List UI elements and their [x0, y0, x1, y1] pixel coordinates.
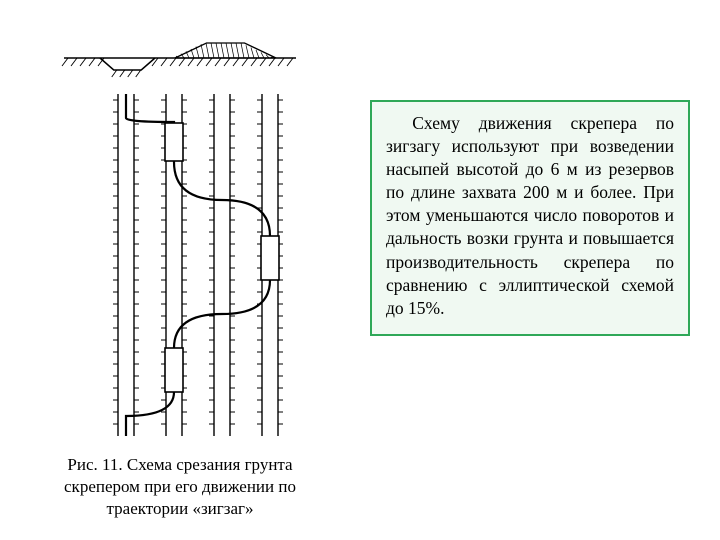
figure-diagram [50, 20, 310, 448]
description-text: Схему движения скрепера по зигзагу испол… [386, 112, 674, 320]
description-box: Схему движения скрепера по зигзагу испол… [370, 100, 690, 336]
figure-caption: Рис. 11. Схема срезания грунта скрепером… [30, 454, 330, 520]
